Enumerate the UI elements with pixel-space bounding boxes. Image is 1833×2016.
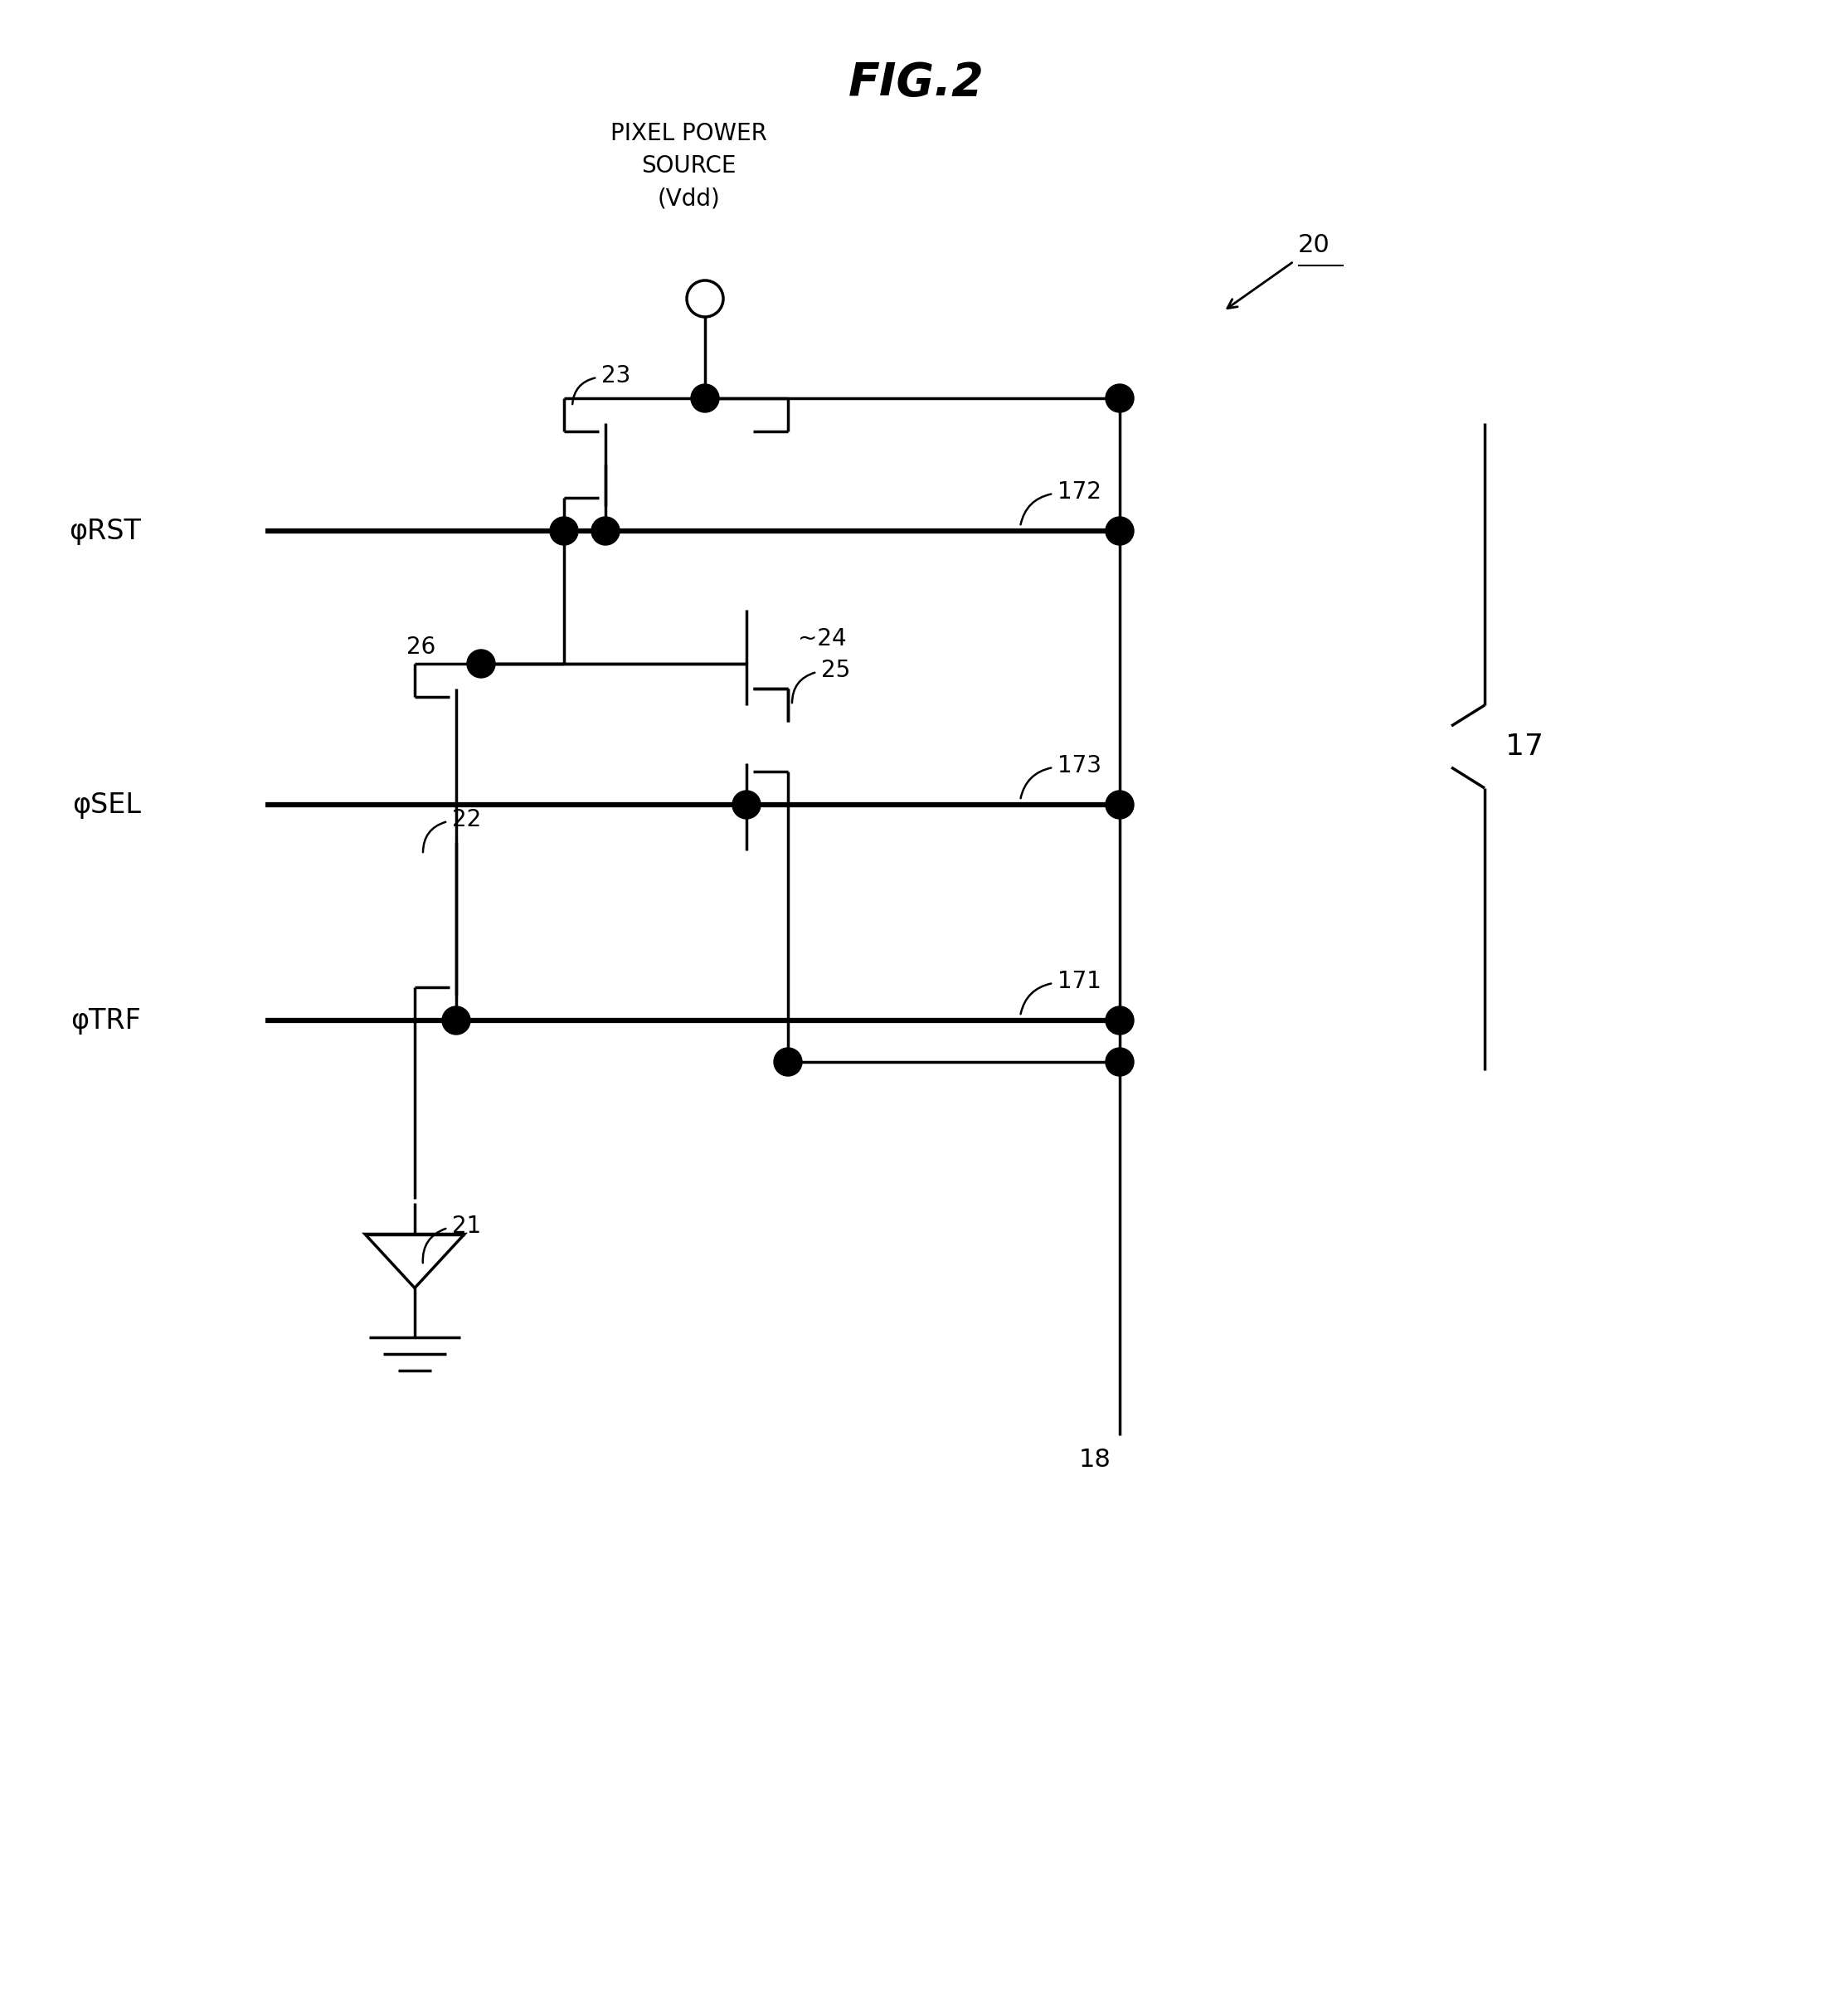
Circle shape [1105, 790, 1135, 818]
Circle shape [774, 1048, 803, 1077]
Text: φSEL: φSEL [71, 790, 141, 818]
Text: 25: 25 [821, 659, 851, 681]
Text: 173: 173 [1058, 754, 1102, 778]
Text: 171: 171 [1058, 970, 1102, 994]
Text: φTRF: φTRF [71, 1006, 141, 1034]
Circle shape [1105, 1048, 1135, 1077]
Circle shape [1105, 516, 1135, 544]
Circle shape [1105, 385, 1135, 413]
Text: 21: 21 [453, 1214, 482, 1238]
Circle shape [691, 385, 719, 413]
Text: 23: 23 [601, 365, 631, 387]
Circle shape [550, 516, 577, 544]
Circle shape [467, 649, 495, 677]
Text: FIG.2: FIG.2 [849, 60, 984, 105]
Text: 172: 172 [1058, 480, 1102, 504]
Circle shape [1105, 1006, 1135, 1034]
Text: 22: 22 [453, 808, 482, 831]
Text: φRST: φRST [70, 518, 141, 544]
Text: 26: 26 [407, 635, 436, 659]
Circle shape [733, 790, 761, 818]
Text: ~24: ~24 [797, 627, 847, 651]
Circle shape [442, 1006, 471, 1034]
Text: PIXEL POWER
SOURCE
(Vdd): PIXEL POWER SOURCE (Vdd) [610, 121, 766, 210]
Text: 17: 17 [1505, 732, 1543, 760]
Circle shape [592, 516, 620, 544]
Text: 18: 18 [1078, 1447, 1111, 1472]
Text: 20: 20 [1298, 232, 1331, 256]
